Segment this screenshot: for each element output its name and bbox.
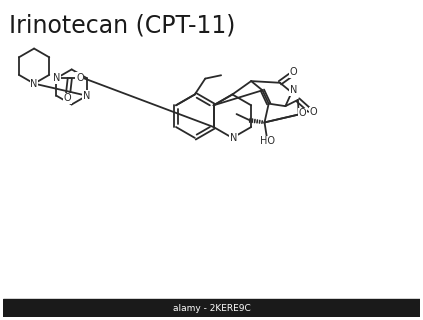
Text: O: O (290, 67, 297, 77)
Text: N: N (83, 91, 91, 101)
Text: O: O (310, 108, 317, 117)
Text: N: N (53, 73, 60, 83)
Text: O: O (63, 93, 71, 103)
Text: N: N (230, 133, 237, 143)
Text: O: O (76, 73, 84, 83)
Text: O: O (298, 108, 306, 118)
Text: alamy - 2KERE9C: alamy - 2KERE9C (173, 304, 250, 313)
Bar (3, 299, 420, 316)
Text: N: N (30, 79, 38, 89)
Text: N: N (290, 85, 297, 95)
Text: HO: HO (260, 136, 275, 146)
Text: Irinotecan (CPT-11): Irinotecan (CPT-11) (9, 14, 236, 38)
